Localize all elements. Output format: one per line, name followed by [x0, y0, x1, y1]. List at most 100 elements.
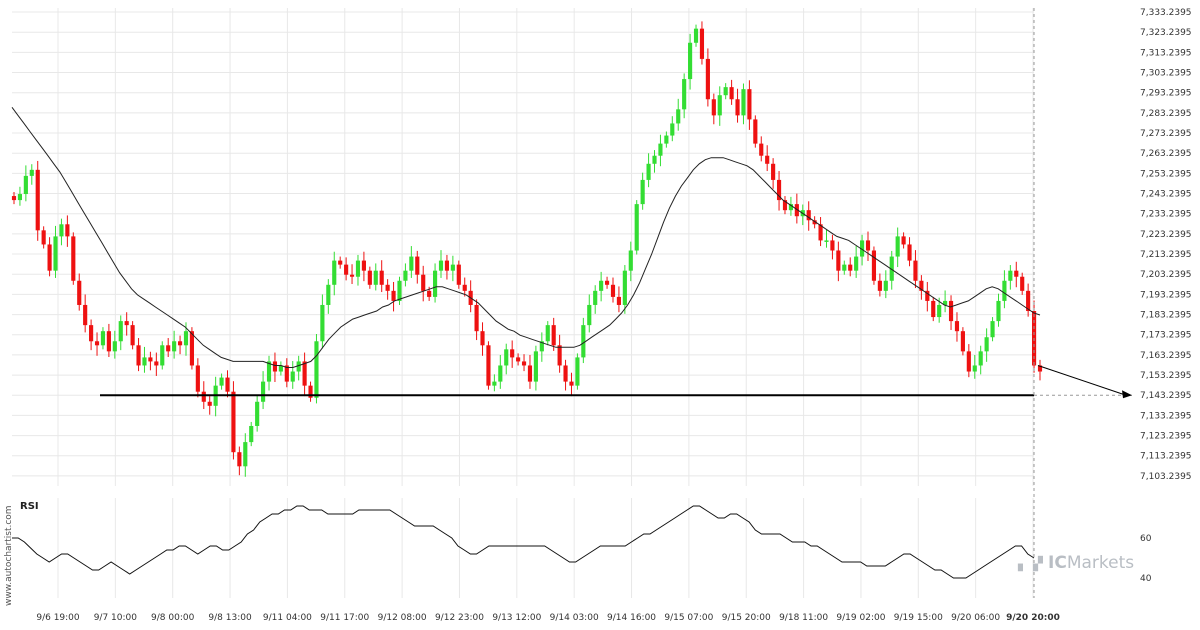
candle-body	[183, 331, 189, 346]
candle-body	[266, 361, 272, 382]
candle-body	[753, 119, 758, 144]
rsi-panel: RSI 60 40	[12, 501, 1152, 584]
price-tick-label: 7,103.2395	[1140, 472, 1192, 482]
candles-layer	[11, 21, 1043, 477]
candle-body	[23, 175, 28, 195]
candle-body	[243, 442, 248, 467]
candle-body	[195, 365, 200, 392]
candle-body	[124, 321, 129, 326]
brand-prefix: IC	[1048, 553, 1067, 573]
candle-body	[148, 357, 153, 362]
candle-body	[231, 391, 236, 453]
candle-body	[937, 304, 942, 318]
candle-body	[41, 230, 46, 245]
candle-body	[462, 284, 467, 291]
candle-body	[349, 274, 355, 277]
candle-body	[47, 244, 52, 271]
candle-body	[569, 381, 574, 386]
candle-body	[11, 196, 17, 201]
price-tick-label: 7,213.2395	[1140, 250, 1192, 260]
candle-body	[166, 345, 171, 352]
price-tick-label: 7,193.2395	[1140, 290, 1192, 300]
candle-body	[142, 357, 147, 366]
candle-body	[658, 143, 663, 156]
candle-body	[865, 240, 871, 251]
candle-body	[308, 385, 313, 398]
candle-body	[504, 349, 509, 366]
support-layer	[100, 8, 1132, 598]
price-axis: 7,333.2395 7,323.2395 7,313.2395 7,303.2395…	[1140, 8, 1192, 482]
candle-body	[237, 452, 242, 467]
candle-body	[717, 95, 722, 116]
price-tick-label: 7,243.2395	[1140, 190, 1192, 200]
price-tick-label: 7,263.2395	[1140, 149, 1192, 159]
price-tick-label: 7,143.2395	[1140, 391, 1192, 401]
candle-body	[272, 361, 278, 372]
time-tick-label: 9/12 23:00	[435, 613, 484, 623]
price-tick-label: 7,233.2395	[1140, 210, 1192, 220]
candle-body	[830, 240, 835, 251]
price-tick-label: 7,253.2395	[1140, 169, 1192, 179]
candle-body	[284, 365, 289, 382]
candle-body	[913, 260, 918, 281]
candle-body	[112, 341, 117, 352]
candle-body	[883, 280, 888, 291]
candle-body	[925, 290, 930, 301]
candle-body	[415, 256, 420, 275]
candle-body	[735, 99, 740, 116]
time-tick-label: 9/13 12:00	[492, 613, 541, 623]
candle-body	[593, 290, 598, 305]
candle-body	[385, 284, 390, 291]
candle-body	[100, 331, 106, 346]
price-tick-label: 7,223.2395	[1140, 230, 1192, 240]
candle-body	[474, 304, 479, 332]
candle-body	[249, 425, 254, 443]
candle-body	[427, 290, 432, 297]
candle-body	[818, 224, 823, 241]
candle-body	[557, 345, 562, 366]
candle-body	[296, 361, 301, 372]
price-tick-label: 7,153.2395	[1140, 371, 1192, 381]
candle-body	[943, 300, 948, 305]
time-tick-label: 9/20 20:00	[1006, 613, 1060, 623]
candle-body	[290, 371, 295, 382]
candle-body	[160, 345, 165, 366]
candle-body	[89, 325, 94, 342]
time-tick-label: 9/15 20:00	[722, 613, 771, 623]
candle-body	[664, 135, 669, 144]
candle-body	[996, 300, 1001, 322]
candle-body	[551, 325, 556, 346]
candle-body	[35, 169, 40, 231]
candle-body	[480, 331, 485, 346]
candle-body	[741, 89, 746, 116]
candle-body	[521, 361, 527, 366]
candle-body	[498, 365, 503, 382]
candle-body	[177, 341, 183, 346]
candle-body	[587, 304, 592, 326]
candle-body	[367, 270, 372, 285]
brand-bars-icon: ▖▗▘	[1018, 557, 1048, 572]
candle-body	[889, 256, 894, 281]
candle-body	[65, 224, 70, 237]
candle-body	[848, 264, 853, 271]
price-tick-label: 7,303.2395	[1140, 69, 1192, 79]
candle-body	[332, 260, 337, 285]
candle-body	[854, 256, 859, 271]
candle-body	[278, 365, 283, 372]
candle-body	[836, 250, 841, 271]
candle-body	[806, 210, 811, 221]
candle-body	[682, 79, 687, 110]
candle-body	[972, 365, 977, 372]
candle-body	[622, 270, 627, 305]
candle-body	[361, 260, 366, 271]
candle-body	[646, 163, 651, 180]
candle-body	[575, 357, 580, 386]
candle-body	[634, 204, 639, 251]
price-tick-label: 7,113.2395	[1140, 452, 1192, 462]
candle-body	[106, 331, 111, 352]
time-tick-label: 9/11 04:00	[263, 613, 312, 623]
candle-body	[255, 401, 260, 426]
candle-body	[136, 345, 141, 366]
candle-body	[990, 321, 995, 338]
candle-body	[563, 365, 568, 382]
